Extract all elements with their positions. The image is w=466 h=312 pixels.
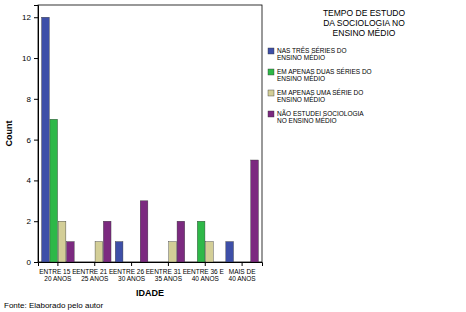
y-tick-mark [34,99,38,100]
y-tick-mark [34,221,38,222]
bar [140,201,148,262]
bar [67,242,75,262]
y-tick-mark [34,262,38,263]
x-axis-line [39,263,263,267]
legend-label: NÃO ESTUDEI SOCIOLOGIANO ENSINO MÉDIO [277,109,364,124]
bar [197,221,205,262]
y-tick: 8 [27,95,38,104]
bar [152,262,160,263]
x-tick-label: ENTRE 26 E30 ANOS [113,268,151,282]
legend-swatch [268,90,274,96]
x-tick: MAIS DE40 ANOS [229,262,257,282]
bar [42,17,50,262]
legend-label: NAS TRÊS SÉRIES DOENSINO MÉDIO [277,46,347,61]
legend: TEMPO DE ESTUDODA SOCIOLOGIA NOENSINO MÉ… [268,8,405,124]
bar-series [50,119,205,262]
chart: 0 2 4 6 8 10 12 ENTRE 15 E20 ANOSENTRE 21 E25 A… [0,0,466,312]
bar [234,262,242,263]
y-tick-label: 8 [27,95,32,104]
x-tick: ENTRE 15 E20 ANOS [39,262,77,282]
x-tick-mark [205,262,206,266]
bar [115,242,123,262]
x-tick: ENTRE 21 E25 ANOS [76,262,114,282]
y-tick-mark [34,180,38,181]
bar [226,242,234,262]
x-tick: ENTRE 26 E30 ANOS [113,262,151,282]
x-tick-mark [131,262,132,266]
bar [206,242,214,262]
source-note: Fonte: Elaborado pelo autor [4,301,104,310]
legend-title: TEMPO DE ESTUDODA SOCIOLOGIA NOENSINO MÉ… [323,8,406,38]
bar [189,262,197,263]
y-tick-mark [34,17,38,18]
y-tick: 10 [22,54,38,63]
bar [160,262,168,263]
bar [124,262,132,263]
legend-label: EM APENAS UMA SÉRIE DOENSINO MÉDIO [277,88,363,103]
x-axis: ENTRE 15 E20 ANOSENTRE 21 E25 ANOSENTRE … [39,262,263,282]
y-tick-label: 12 [22,13,31,22]
bar [169,242,177,262]
y-tick-label: 6 [27,136,32,145]
bar [87,262,95,263]
y-tick-mark [34,58,38,59]
legend-swatch [268,69,274,75]
x-tick: ENTRE 36 E40 ANOS [187,262,225,282]
bar [251,160,259,262]
bars [42,17,259,262]
x-tick-label: ENTRE 21 E25 ANOS [76,268,114,282]
bar [214,262,222,263]
y-tick-label: 4 [27,176,32,185]
bar [58,221,66,262]
x-tick-mark [94,262,95,266]
x-tick: ENTRE 31 E35 ANOS [150,262,188,282]
x-axis-title: IDADE [136,288,164,298]
y-tick: 2 [27,217,38,226]
y-axis-title: Count [4,121,14,147]
x-tick-mark [168,262,169,266]
bar [132,262,140,263]
y-tick: 0 [27,258,38,267]
y-axis: 0 2 4 6 8 10 12 [22,6,38,268]
x-tick-label: ENTRE 31 E35 ANOS [150,268,188,282]
legend-swatch [268,48,274,54]
x-tick-mark [57,262,58,266]
x-tick-label: MAIS DE40 ANOS [229,268,257,282]
y-tick: 4 [27,176,38,185]
y-tick-mark [34,140,38,141]
plot-frame [38,5,262,262]
y-tick-label: 0 [27,258,32,267]
legend-swatch [268,111,274,117]
plot: 0 2 4 6 8 10 12 ENTRE 15 E20 ANOSENTRE 21 E25 A… [22,5,262,282]
bar-series [58,221,213,262]
y-tick-label: 2 [27,217,32,226]
y-axis-line [34,6,39,263]
bar-series [67,160,259,262]
bar [242,262,250,263]
bar [78,262,86,263]
x-tick-label: ENTRE 15 E20 ANOS [39,268,77,282]
bar [177,221,185,262]
y-tick: 6 [27,136,38,145]
y-tick: 12 [22,13,38,22]
x-tick-mark [242,262,243,266]
bar-series [42,17,234,262]
legend-label: EM APENAS DUAS SÉRIES DOENSINO MÉDIO [277,67,372,82]
bar [95,242,103,262]
bar [50,119,58,262]
y-tick-label: 10 [22,54,31,63]
x-tick-label: ENTRE 36 E40 ANOS [187,268,225,282]
bar [103,221,111,262]
